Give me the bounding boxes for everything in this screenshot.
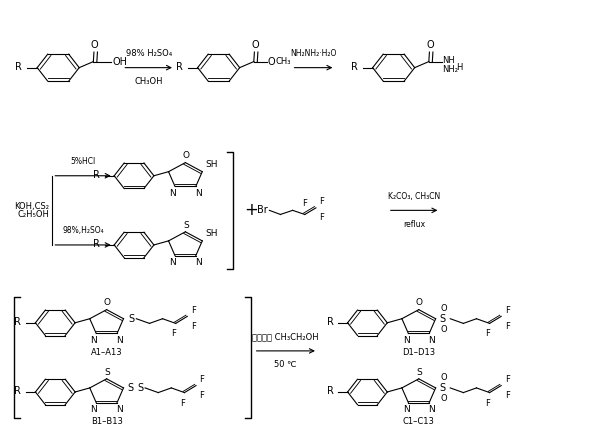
Text: F: F [180, 399, 184, 408]
Text: SH: SH [206, 229, 219, 238]
Text: Br: Br [257, 205, 268, 215]
Text: reflux: reflux [403, 220, 425, 229]
Text: CH₃: CH₃ [276, 57, 292, 66]
Text: KOH,CS₂: KOH,CS₂ [15, 201, 49, 211]
Text: F: F [505, 306, 509, 314]
Text: N: N [428, 336, 435, 345]
Text: N: N [169, 258, 176, 267]
Text: F: F [505, 375, 509, 384]
Text: F: F [319, 213, 324, 222]
Text: SH: SH [206, 160, 219, 169]
Text: N: N [91, 336, 97, 345]
Text: R: R [326, 386, 333, 396]
Text: N: N [403, 336, 409, 345]
Text: N: N [116, 405, 123, 414]
Text: NH₂NH₂·H₂O: NH₂NH₂·H₂O [290, 49, 337, 58]
Text: D1–D13: D1–D13 [402, 348, 435, 357]
Text: N: N [116, 336, 123, 345]
Text: R: R [14, 317, 21, 327]
Text: R: R [15, 62, 22, 72]
Text: F: F [200, 391, 204, 400]
Text: O: O [441, 304, 447, 313]
Text: R: R [326, 317, 333, 327]
Text: R: R [93, 170, 100, 180]
Text: 50 ℃: 50 ℃ [274, 360, 297, 369]
Text: O: O [267, 57, 275, 67]
Text: N: N [195, 189, 201, 198]
Text: S: S [183, 221, 189, 230]
Text: O: O [104, 298, 111, 307]
Text: N: N [169, 189, 176, 198]
Text: A1–A13: A1–A13 [91, 348, 123, 357]
Text: S: S [440, 314, 446, 324]
Text: F: F [302, 198, 307, 208]
Text: R: R [176, 62, 183, 72]
Text: S: S [128, 383, 134, 393]
Text: O: O [183, 152, 190, 160]
Text: K₂CO₃, CH₃CN: K₂CO₃, CH₃CN [388, 192, 440, 201]
Text: O: O [251, 40, 259, 50]
Text: O: O [441, 373, 447, 382]
Text: 98% H₂SO₄: 98% H₂SO₄ [125, 49, 172, 58]
Text: F: F [191, 306, 196, 314]
Text: 98%,H₂SO₄: 98%,H₂SO₄ [62, 226, 104, 236]
Text: S: S [104, 367, 110, 377]
Text: F: F [200, 375, 204, 384]
Text: O: O [426, 40, 434, 50]
Text: O: O [441, 394, 447, 403]
Text: O: O [416, 298, 423, 307]
Text: 钒酸鈥， CH₃CH₂OH: 钒酸鈥， CH₃CH₂OH [253, 332, 319, 341]
Text: N: N [428, 405, 435, 414]
Text: 5%HCl: 5%HCl [70, 157, 95, 166]
Text: F: F [171, 329, 176, 339]
Text: R: R [351, 62, 358, 72]
Text: F: F [485, 399, 489, 408]
Text: N: N [403, 405, 409, 414]
Text: S: S [137, 383, 143, 393]
Text: B1–B13: B1–B13 [91, 417, 123, 426]
Text: F: F [505, 321, 509, 331]
Text: F: F [191, 321, 196, 331]
Text: NH₂: NH₂ [442, 65, 458, 74]
Text: R: R [93, 239, 100, 249]
Text: +: + [244, 201, 257, 219]
Text: NH: NH [442, 56, 455, 65]
Text: S: S [440, 383, 446, 393]
Text: F: F [319, 197, 324, 206]
Text: R: R [14, 386, 21, 396]
Text: S: S [128, 314, 134, 324]
Text: S: S [416, 367, 422, 377]
Text: O: O [441, 325, 447, 334]
Text: OH: OH [112, 57, 127, 67]
Text: CH₃OH: CH₃OH [134, 77, 163, 86]
Text: N: N [91, 405, 97, 414]
Text: C₂H₅OH: C₂H₅OH [18, 210, 49, 219]
Text: N: N [195, 258, 201, 267]
Text: F: F [505, 391, 509, 400]
Text: H: H [456, 63, 462, 72]
Text: F: F [485, 329, 489, 339]
Text: O: O [91, 40, 98, 50]
Text: C1–C13: C1–C13 [403, 417, 435, 426]
